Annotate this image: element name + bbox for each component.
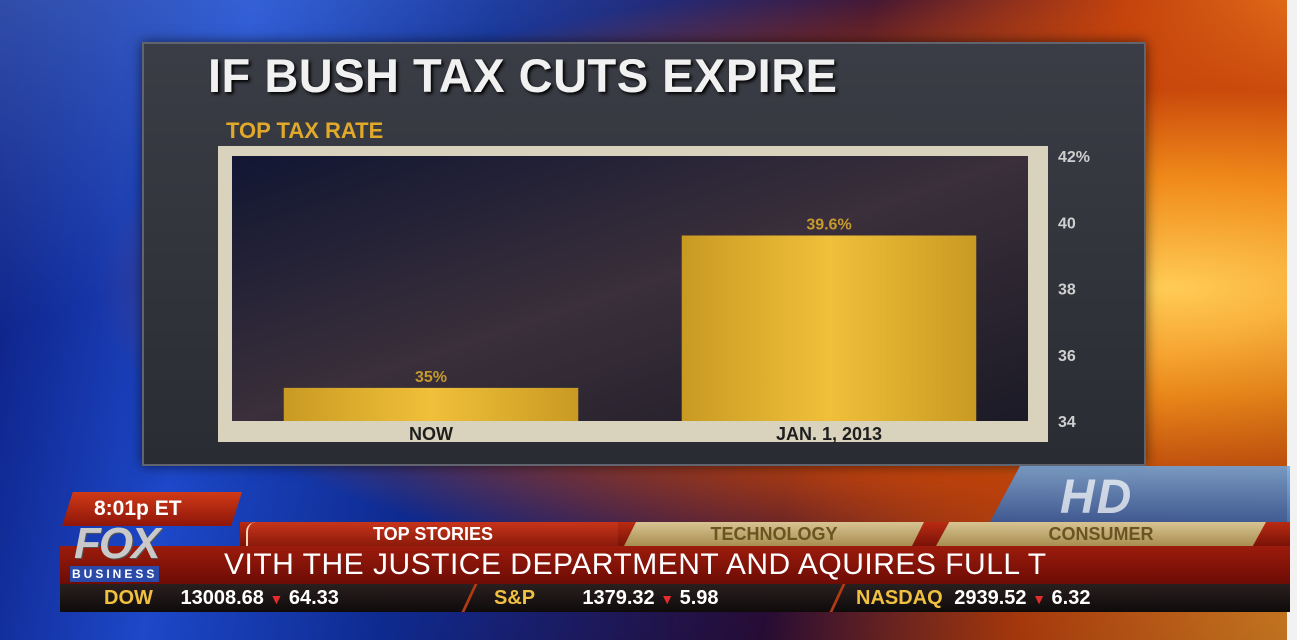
down-arrow-icon: ▼ bbox=[269, 591, 284, 607]
stock-change: 5.98 bbox=[679, 587, 719, 609]
stock-name: NASDAQ bbox=[856, 587, 943, 609]
y-tick-label: 40 bbox=[1058, 215, 1076, 232]
down-arrow-icon: ▼ bbox=[660, 591, 675, 607]
y-tick-label: 36 bbox=[1058, 348, 1076, 365]
headline-crawl-text: VITH THE JUSTICE DEPARTMENT AND AQUIRES … bbox=[224, 548, 1047, 581]
stock-value: 1379.32 bbox=[582, 587, 655, 609]
clock-time: 8:01p ET bbox=[62, 492, 242, 526]
down-arrow-icon: ▼ bbox=[1032, 591, 1046, 607]
bar-0 bbox=[283, 387, 579, 421]
y-tick-label: 38 bbox=[1058, 282, 1076, 299]
stock-change: 6.32 bbox=[1051, 587, 1091, 609]
stock-sp: S&P 1379.32 ▼ 5.98 bbox=[494, 584, 719, 612]
tab-technology: TECHNOLOGY bbox=[624, 522, 924, 546]
bar-value-label: 39.6% bbox=[806, 217, 851, 234]
stock-name: DOW bbox=[104, 587, 153, 609]
chart-title: IF BUSH TAX CUTS EXPIRE bbox=[208, 49, 838, 102]
stock-change: 64.33 bbox=[288, 587, 339, 609]
bar-value-label: 35% bbox=[415, 369, 447, 386]
stock-value: 13008.68 bbox=[180, 587, 264, 609]
stock-value: 2939.52 bbox=[954, 587, 1027, 609]
tab-consumer: CONSUMER bbox=[936, 522, 1266, 546]
stock-nasdaq: NASDAQ 2939.52 ▼ 6.32 bbox=[856, 584, 1090, 612]
fox-logo: FOX bbox=[74, 519, 160, 568]
category-label: JAN. 1, 2013 bbox=[776, 424, 882, 444]
stock-dow: DOW 13008.68 ▼ 64.33 bbox=[104, 584, 339, 612]
headline-crawl-bar bbox=[60, 546, 1290, 584]
hd-badge-label: HD bbox=[1060, 471, 1134, 524]
stock-ticker-bar bbox=[60, 584, 1290, 612]
bar-1 bbox=[681, 235, 977, 421]
right-edge-strip bbox=[1287, 0, 1297, 640]
category-label: NOW bbox=[409, 424, 453, 444]
tab-top-stories: TOP STORIES bbox=[246, 522, 618, 546]
y-tick-label: 42% bbox=[1058, 149, 1090, 166]
fox-business-label: BUSINESS bbox=[70, 566, 160, 582]
y-tick-label: 34 bbox=[1058, 414, 1076, 431]
stock-name: S&P bbox=[494, 587, 535, 609]
hd-badge bbox=[990, 466, 1290, 522]
chart-subtitle: TOP TAX RATE bbox=[226, 118, 384, 143]
